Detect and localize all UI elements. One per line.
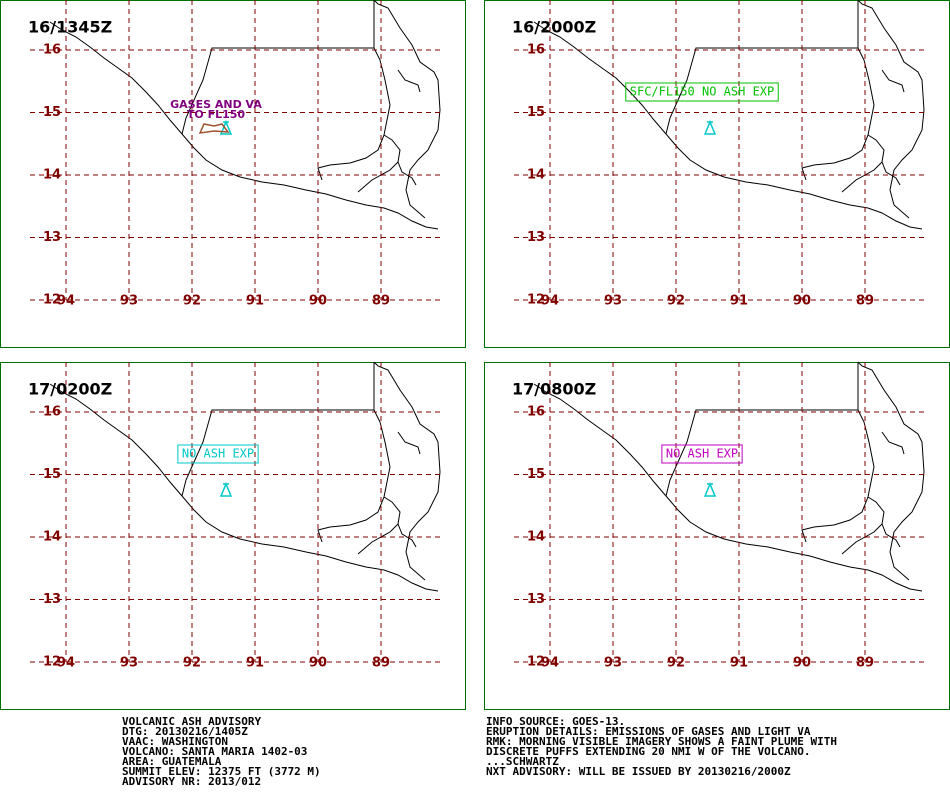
lon-label: 92 <box>183 656 201 671</box>
volcano-icon <box>219 120 233 135</box>
border <box>665 0 925 219</box>
advisory-line: ...SCHWARTZ <box>486 755 559 768</box>
valid-time: 17/0200Z <box>28 380 112 399</box>
lon-label: 90 <box>793 656 811 671</box>
lat-label: 12 <box>43 293 61 308</box>
advisory-line: ERUPTION DETAILS: EMISSIONS OF GASES AND… <box>486 725 811 738</box>
advisory-line: SUMMIT ELEV: 12375 FT (3772 M) <box>122 765 321 778</box>
lon-label: 89 <box>856 656 874 671</box>
ash-label: GASES AND VA <box>170 98 262 111</box>
advisory-line: DTG: 20130216/1405Z <box>122 725 248 738</box>
lon-label: 93 <box>604 294 622 309</box>
border <box>665 361 925 581</box>
ash-label: NO ASH EXP <box>666 447 738 461</box>
lon-label: 92 <box>667 294 685 309</box>
lat-label: 12 <box>527 293 545 308</box>
lon-label: 92 <box>667 656 685 671</box>
lon-label: 94 <box>541 656 559 671</box>
valid-time: 17/0800Z <box>512 380 596 399</box>
valid-time: 16/1345Z <box>28 18 112 37</box>
label-box <box>625 82 779 102</box>
label-box <box>177 444 259 464</box>
map-panel: 94 93 92 91 90 89 16 15 14 13 12 16/1345Z GASES AND … <box>0 0 466 348</box>
advisory-line: INFO SOURCE: GOES-13. <box>486 715 625 728</box>
lat-label: 13 <box>43 230 61 245</box>
map-panel: 94 93 92 91 90 89 16 15 14 13 12 17/0800Z NO ASH EXP <box>484 361 950 710</box>
lon-label: 89 <box>372 656 390 671</box>
advisory-line: ADVISORY NR: 2013/012 <box>122 775 261 788</box>
volcano-icon <box>703 482 717 497</box>
lat-label: 16 <box>43 405 61 420</box>
advisory-line: VAAC: WASHINGTON <box>122 735 228 748</box>
lon-label: 92 <box>183 294 201 309</box>
lon-label: 94 <box>541 294 559 309</box>
lat-label: 12 <box>43 655 61 670</box>
lat-label: 15 <box>527 105 545 120</box>
lat-label: 14 <box>527 530 545 545</box>
lat-label: 16 <box>527 405 545 420</box>
lon-label: 91 <box>730 294 748 309</box>
border <box>181 361 441 581</box>
lon-label: 94 <box>57 656 75 671</box>
advisory-line: VOLCANO: SANTA MARIA 1402-03 <box>122 745 307 758</box>
lat-label: 16 <box>43 43 61 58</box>
lon-label: 93 <box>604 656 622 671</box>
advisory-line: DISCRETE PUFFS EXTENDING 20 NMI W OF THE… <box>486 745 811 758</box>
lat-label: 15 <box>43 105 61 120</box>
advisory-line: VOLCANIC ASH ADVISORY <box>122 715 261 728</box>
ash-label: NO ASH EXP <box>182 447 254 461</box>
border <box>181 0 441 219</box>
ash-label: SFC/FL150 NO ASH EXP <box>630 85 775 99</box>
lat-label: 12 <box>527 655 545 670</box>
lat-label: 13 <box>527 230 545 245</box>
valid-time: 16/2000Z <box>512 18 596 37</box>
label-box <box>661 444 743 464</box>
map-panel: 94 93 92 91 90 89 16 15 14 13 12 17/0200Z NO ASH EXP <box>0 361 466 710</box>
lon-label: 91 <box>246 294 264 309</box>
lon-label: 89 <box>856 294 874 309</box>
lat-label: 16 <box>527 43 545 58</box>
lat-label: 13 <box>527 592 545 607</box>
advisory-line: AREA: GUATEMALA <box>122 755 222 768</box>
lon-label: 93 <box>120 656 138 671</box>
lon-label: 90 <box>309 656 327 671</box>
lon-label: 90 <box>309 294 327 309</box>
lon-label: 94 <box>57 294 75 309</box>
advisory-line: NXT ADVISORY: WILL BE ISSUED BY 20130216… <box>486 765 791 778</box>
lon-label: 91 <box>246 656 264 671</box>
ash-label: TO FL150 <box>187 108 246 121</box>
lat-label: 15 <box>43 467 61 482</box>
map-panel: 94 93 92 91 90 89 16 15 14 13 12 16/2000Z SFC/FL150 … <box>484 0 950 348</box>
volcano-icon <box>703 120 717 135</box>
ash-area <box>198 123 230 134</box>
lat-label: 15 <box>527 467 545 482</box>
lon-label: 93 <box>120 294 138 309</box>
lat-label: 14 <box>43 530 61 545</box>
advisory-line: RMK: MORNING VISIBLE IMAGERY SHOWS A FAI… <box>486 735 837 748</box>
lat-label: 14 <box>43 168 61 183</box>
lat-label: 14 <box>527 168 545 183</box>
lon-label: 89 <box>372 294 390 309</box>
lat-label: 13 <box>43 592 61 607</box>
volcano-icon <box>219 482 233 497</box>
lon-label: 90 <box>793 294 811 309</box>
lon-label: 91 <box>730 656 748 671</box>
